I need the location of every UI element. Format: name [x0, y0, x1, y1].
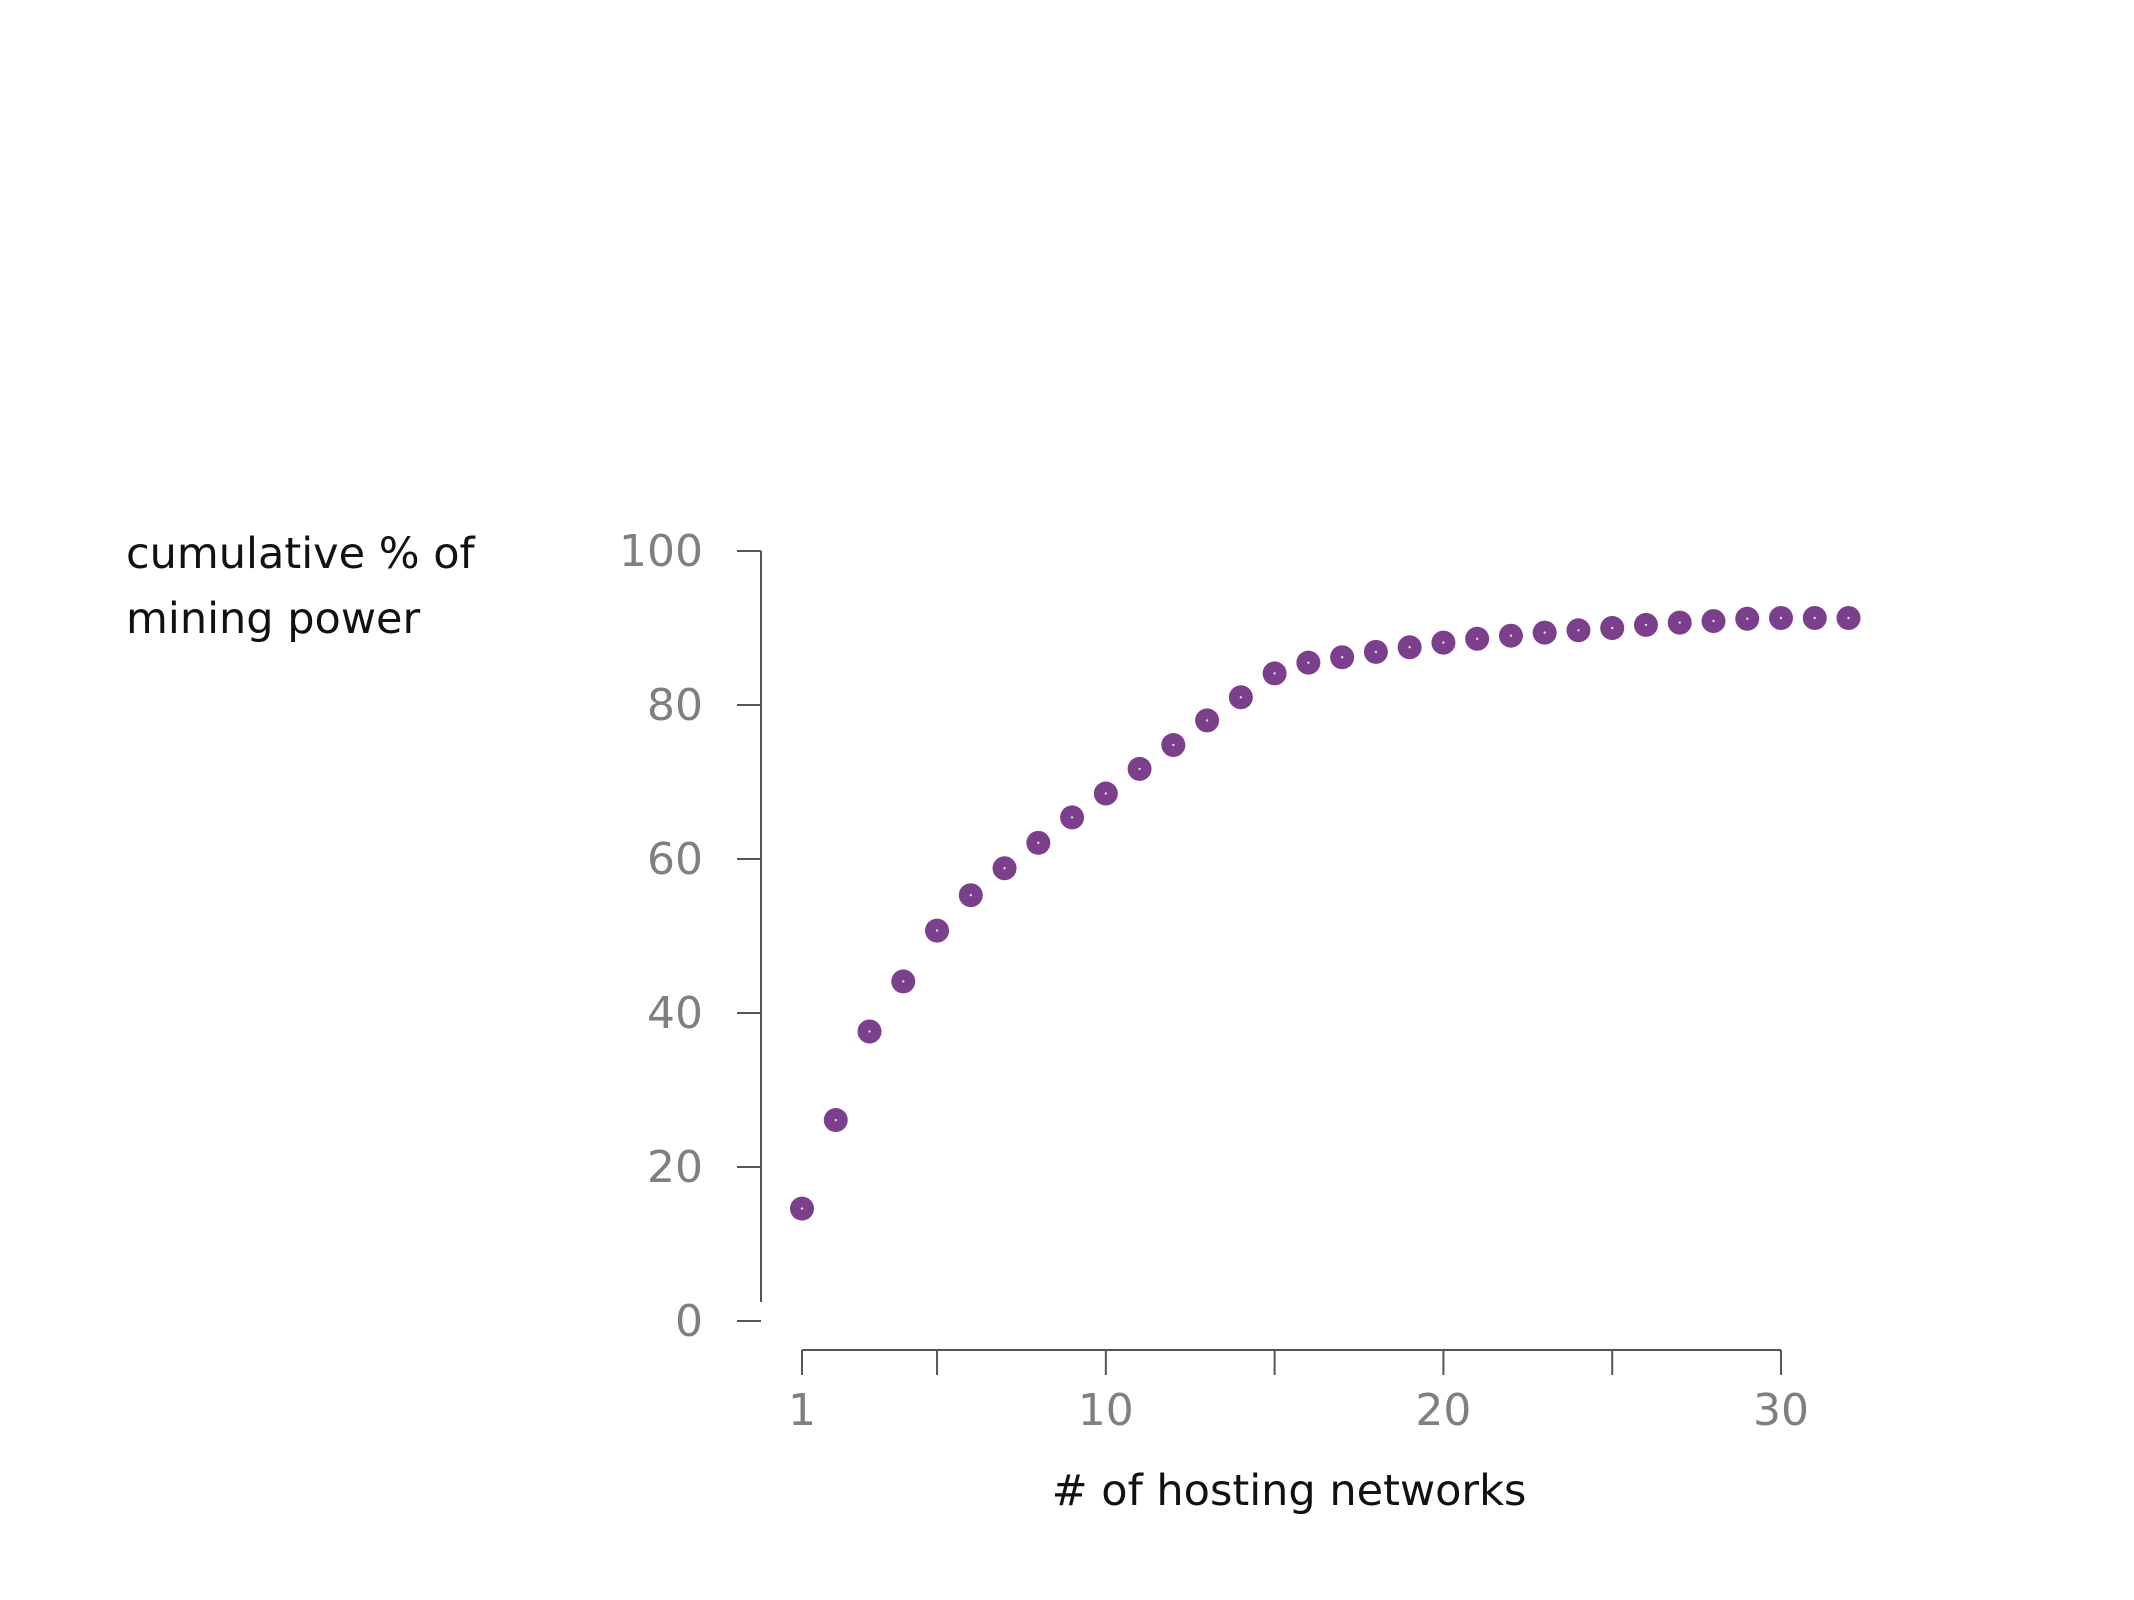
y-tick-label-80: 80 [647, 680, 703, 731]
y-axis: 0 20 40 60 80 100 [619, 526, 762, 1347]
data-point-center-11 [1138, 767, 1141, 771]
data-point-center-26 [1644, 623, 1648, 627]
y-axis-title-line-1: cumulative % of [126, 529, 476, 579]
data-point-center-22 [1509, 634, 1513, 637]
data-point-center-18 [1374, 650, 1378, 654]
y-tick-label-100: 100 [619, 526, 703, 577]
data-point-center-17 [1340, 656, 1344, 659]
x-tick-label-20: 20 [1415, 1385, 1471, 1436]
data-point-center-20 [1442, 641, 1445, 644]
data-point-center-24 [1577, 629, 1580, 632]
data-point-center-2 [834, 1118, 837, 1122]
data-point-center-25 [1611, 626, 1614, 630]
x-tick-label-10: 10 [1078, 1385, 1134, 1436]
data-point-center-23 [1543, 631, 1546, 634]
data-point-center-14 [1239, 696, 1243, 699]
data-point-center-15 [1273, 672, 1276, 675]
data-point-center-32 [1847, 616, 1850, 620]
data-point-center-16 [1307, 661, 1310, 664]
data-point-center-28 [1712, 619, 1715, 623]
data-point-center-31 [1813, 616, 1816, 620]
data-point-center-8 [1037, 841, 1040, 845]
y-tick-label-60: 60 [647, 834, 703, 885]
x-axis: 1 10 20 30 [788, 1349, 1809, 1436]
y-axis-title: cumulative % of mining power [126, 529, 476, 644]
y-tick-label-20: 20 [647, 1142, 703, 1193]
data-point-center-27 [1678, 621, 1681, 624]
y-axis-title-line-2: mining power [126, 594, 420, 644]
data-point-center-5 [935, 929, 939, 932]
data-point-center-7 [1003, 867, 1006, 870]
data-point-center-10 [1104, 792, 1108, 795]
data-points [790, 605, 1861, 1221]
data-point-center-1 [800, 1207, 804, 1210]
x-tick-label-30: 30 [1753, 1385, 1809, 1436]
data-point-center-12 [1172, 743, 1175, 747]
y-tick-label-0: 0 [675, 1296, 703, 1347]
y-tick-label-40: 40 [647, 988, 703, 1039]
data-point-center-6 [969, 893, 972, 897]
x-axis-title: # of hosting networks [1052, 1466, 1527, 1516]
data-point-center-30 [1779, 616, 1783, 620]
data-point-center-13 [1205, 719, 1209, 722]
data-point-center-29 [1746, 617, 1749, 620]
data-point-center-3 [868, 1030, 871, 1033]
x-tick-label-1: 1 [788, 1385, 816, 1436]
data-point-center-21 [1475, 637, 1479, 640]
data-point-center-19 [1408, 646, 1411, 649]
data-point-center-9 [1070, 816, 1074, 819]
data-point-center-4 [902, 980, 905, 983]
